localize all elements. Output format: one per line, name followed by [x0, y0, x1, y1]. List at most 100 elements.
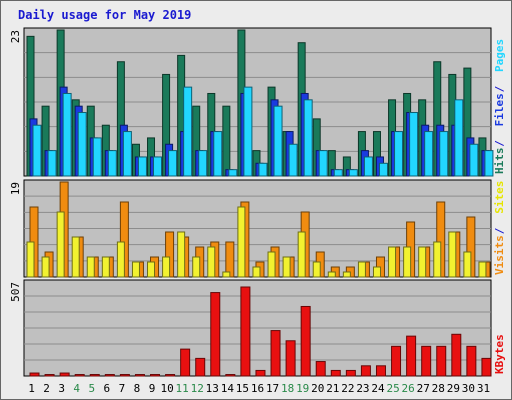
bar-pages-day-31 [484, 150, 494, 177]
y-max-label: 507 [9, 282, 22, 302]
legend-sites: Sites [493, 181, 506, 214]
y-max-label: 23 [9, 30, 22, 43]
bar-sites-day-3 [56, 211, 65, 278]
bar-sites-day-19 [297, 231, 306, 278]
x-tick-day-22: 22 [341, 382, 354, 395]
bar-kbytes-day-6 [104, 374, 115, 377]
bar-hits-day-14 [222, 105, 231, 177]
legend-visits: Visits [493, 235, 506, 275]
bar-pages-day-15 [243, 86, 253, 177]
bar-sites-day-21 [327, 271, 336, 278]
bar-pages-day-22 [348, 169, 358, 177]
bar-kbytes-day-27 [421, 345, 432, 377]
bar-sites-day-2 [41, 256, 50, 278]
bar-kbytes-day-26 [406, 335, 417, 377]
bar-sites-day-29 [448, 231, 457, 278]
bar-sites-day-14 [222, 271, 231, 278]
bar-pages-day-2 [47, 150, 57, 177]
bar-kbytes-day-22 [345, 369, 356, 377]
x-tick-day-31: 31 [477, 382, 490, 395]
bar-kbytes-day-3 [59, 372, 70, 377]
bar-sites-day-11 [177, 231, 186, 278]
bar-sites-day-13 [207, 246, 216, 278]
bar-pages-day-9 [153, 156, 163, 177]
x-tick-day-24: 24 [371, 382, 385, 395]
x-tick-day-5: 5 [88, 382, 95, 395]
bar-sites-day-23 [357, 261, 366, 278]
x-tick-day-16: 16 [251, 382, 264, 395]
bar-kbytes-day-10 [165, 374, 176, 377]
bar-pages-day-23 [363, 156, 373, 177]
x-tick-day-6: 6 [104, 382, 111, 395]
x-tick-day-19: 19 [296, 382, 309, 395]
bar-kbytes-day-29 [451, 333, 462, 377]
bar-sites-day-6 [101, 256, 110, 278]
bar-kbytes-day-5 [89, 374, 100, 377]
x-tick-day-26: 26 [402, 382, 415, 395]
bar-sites-day-1 [26, 241, 35, 278]
bar-kbytes-day-17 [270, 330, 281, 377]
bar-pages-day-7 [122, 131, 132, 177]
bar-kbytes-day-13 [210, 292, 221, 377]
bar-kbytes-day-11 [180, 348, 191, 377]
bar-pages-day-25 [394, 131, 404, 177]
x-tick-day-30: 30 [462, 382, 475, 395]
bar-sites-day-20 [312, 261, 321, 278]
x-tick-day-28: 28 [432, 382, 445, 395]
bar-pages-day-17 [273, 105, 283, 177]
bar-sites-day-5 [86, 256, 95, 278]
bar-pages-day-19 [303, 99, 313, 177]
x-tick-day-7: 7 [119, 382, 126, 395]
bar-pages-day-20 [318, 150, 328, 177]
bar-kbytes-day-4 [74, 374, 85, 377]
x-tick-day-27: 27 [417, 382, 430, 395]
bar-kbytes-day-19 [300, 305, 311, 377]
bar-kbytes-day-1 [29, 372, 40, 377]
bar-sites-day-17 [267, 251, 276, 278]
x-tick-day-25: 25 [386, 382, 399, 395]
bar-sites-day-25 [388, 246, 397, 278]
x-tick-day-15: 15 [236, 382, 249, 395]
bar-pages-day-10 [168, 150, 178, 177]
bar-pages-day-11 [183, 86, 193, 177]
bar-sites-day-24 [372, 266, 381, 278]
legend-separator: / [493, 85, 506, 92]
chart-title: Daily usage for May 2019 [18, 8, 191, 22]
bar-sites-day-4 [71, 236, 80, 278]
legend-hits: Hits [493, 148, 506, 175]
bar-kbytes-day-16 [255, 369, 266, 377]
bar-kbytes-day-31 [481, 357, 492, 377]
bar-pages-day-29 [454, 99, 464, 177]
x-tick-day-10: 10 [160, 382, 173, 395]
bar-kbytes-day-25 [391, 345, 402, 377]
bar-sites-day-22 [342, 271, 351, 278]
x-tick-day-9: 9 [149, 382, 156, 395]
y-max-label: 19 [9, 182, 22, 195]
bar-kbytes-day-30 [466, 345, 477, 377]
bar-kbytes-day-18 [285, 340, 296, 377]
bar-pages-day-4 [77, 112, 87, 177]
x-tick-day-12: 12 [191, 382, 204, 395]
x-tick-day-29: 29 [447, 382, 460, 395]
x-tick-day-3: 3 [58, 382, 65, 395]
bar-sites-day-26 [403, 246, 412, 278]
bar-kbytes-day-12 [195, 357, 206, 377]
bar-sites-day-18 [282, 256, 291, 278]
bar-sites-day-31 [478, 261, 487, 278]
bar-sites-day-7 [116, 241, 125, 278]
bar-pages-day-21 [333, 169, 343, 177]
bar-pages-day-6 [107, 150, 117, 177]
x-tick-day-14: 14 [221, 382, 235, 395]
x-tick-day-20: 20 [311, 382, 324, 395]
legend-separator: / [493, 227, 506, 234]
bar-kbytes-day-2 [44, 374, 55, 377]
bar-kbytes-day-9 [150, 374, 161, 377]
bar-pages-day-1 [32, 124, 42, 177]
bar-sites-day-28 [433, 241, 442, 278]
bar-pages-day-13 [213, 131, 223, 177]
bar-sites-day-27 [418, 246, 427, 278]
bar-pages-day-8 [137, 156, 147, 177]
bar-pages-day-3 [62, 92, 72, 177]
bar-pages-day-27 [424, 131, 434, 177]
x-tick-day-1: 1 [28, 382, 35, 395]
